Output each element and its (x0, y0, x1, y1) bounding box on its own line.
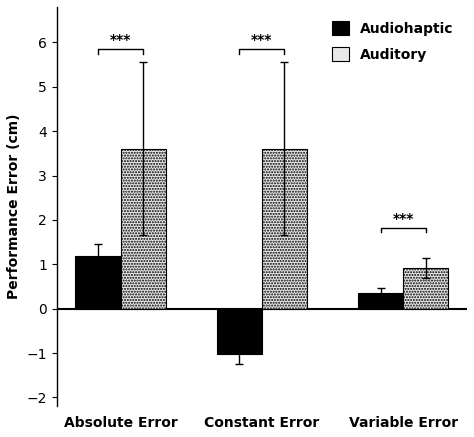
Legend: Audiohaptic, Auditory: Audiohaptic, Auditory (325, 14, 460, 69)
Bar (217, 309, 262, 354)
Y-axis label: Performance Error (cm): Performance Error (cm) (7, 114, 21, 299)
Bar (403, 268, 448, 309)
Bar (120, 149, 166, 309)
Bar (358, 293, 403, 309)
Bar (75, 257, 120, 309)
Text: ***: *** (251, 33, 273, 47)
Text: ***: *** (392, 212, 414, 226)
Text: ***: *** (110, 33, 131, 47)
Bar (262, 149, 307, 309)
